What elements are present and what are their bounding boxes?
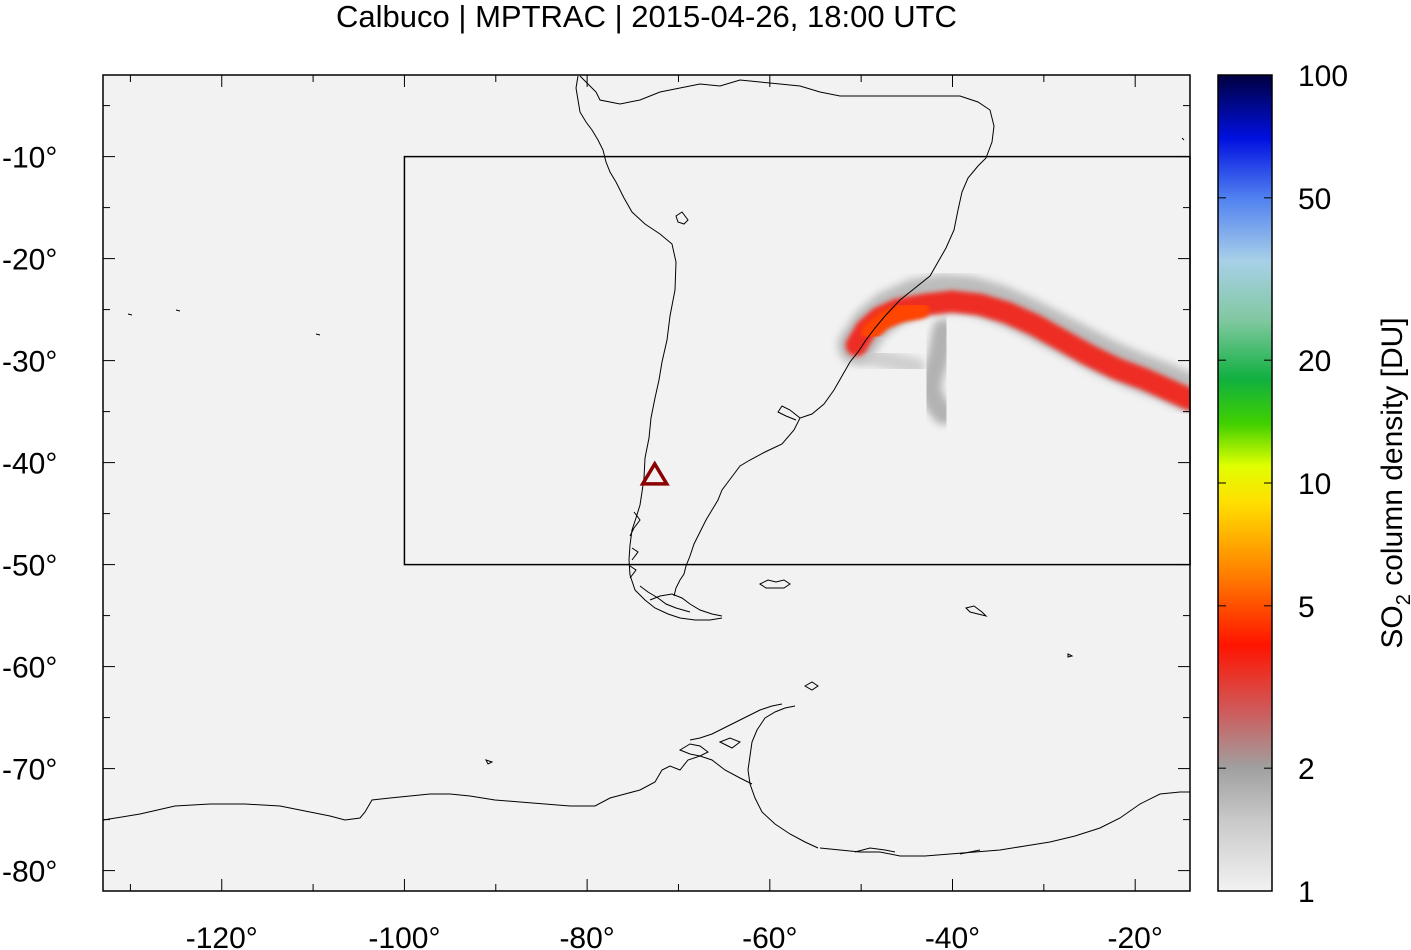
coastline-falklands — [759, 579, 791, 589]
coastline-antarctic-islands — [678, 681, 819, 757]
coastline-chile-fjords — [628, 491, 723, 621]
y-tick-label: -20° — [2, 244, 57, 277]
colorbar-tick-label: 100 — [1298, 60, 1348, 93]
x-tick-label: -80° — [559, 922, 614, 950]
coastline-rio-de-la-plata — [777, 405, 801, 421]
y-tick-label: -30° — [2, 346, 57, 379]
plume-spur — [918, 319, 955, 425]
colorbar-tick-label: 20 — [1298, 345, 1331, 378]
y-tick-label: -70° — [2, 754, 57, 787]
colorbar-tick-label: 2 — [1298, 753, 1315, 786]
colorbar-label: SO2 column density [DU] — [1376, 317, 1411, 648]
x-axis-labels: -120° -100° -80° -60° -40° -20° — [186, 922, 1163, 950]
lake-titicaca — [675, 211, 689, 225]
colorbar-tick-label: 50 — [1298, 183, 1331, 216]
x-tick-label: -120° — [186, 922, 258, 950]
coastline-antarctica-east — [819, 791, 1190, 857]
map-frame — [102, 74, 1191, 892]
colorbar-tick-label: 1 — [1298, 876, 1315, 909]
coastline-antarctic-peninsula — [747, 705, 819, 849]
volcano-triangle-icon — [639, 460, 670, 486]
coastline-antarctica — [103, 755, 753, 821]
y-tick-label: -60° — [2, 652, 57, 685]
coastline-south-america-east — [579, 75, 995, 597]
colorbar-tick-label: 5 — [1298, 591, 1315, 624]
y-tick-label: -10° — [2, 142, 57, 175]
volcano-marker — [639, 460, 670, 486]
x-tick-label: -60° — [742, 922, 797, 950]
coastline-small-island — [315, 333, 321, 336]
coastline-antarctica-ice-shelf — [854, 847, 981, 855]
y-axis-labels: -10° -20° -30° -40° -50° -60° -70° -80° — [2, 142, 57, 889]
y-tick-label: -40° — [2, 448, 57, 481]
plot-title: Calbuco | MPTRAC | 2015-04-26, 18:00 UTC — [336, 0, 957, 34]
coastline-small-island — [485, 759, 494, 765]
map-ticks — [103, 75, 1190, 891]
colorbar-ticks: 1 2 5 10 20 50 100 — [1218, 60, 1348, 909]
colorbar-ramp — [1218, 75, 1272, 891]
colorbar-tick-label: 10 — [1298, 468, 1331, 501]
x-tick-label: -100° — [368, 922, 440, 950]
coastline-small-island — [127, 309, 181, 316]
coastline-small-island — [1181, 137, 1185, 141]
coastline-small-island — [1067, 653, 1074, 658]
coastlines — [103, 75, 1190, 857]
coastline-south-america-west — [575, 75, 677, 493]
plume-hook — [852, 346, 925, 376]
x-tick-label: -40° — [925, 922, 980, 950]
y-tick-label: -50° — [2, 550, 57, 583]
coastline-tierra-del-fuego — [649, 593, 723, 617]
x-tick-label: -20° — [1108, 922, 1163, 950]
coastline-south-georgia — [965, 605, 988, 617]
y-tick-label: -80° — [2, 856, 57, 889]
colorbar: 1 2 5 10 20 50 100 SO2 column density [DU] — [1217, 60, 1411, 909]
